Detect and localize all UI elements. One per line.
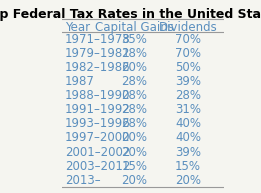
- Text: 20%: 20%: [122, 146, 147, 158]
- Text: 15%: 15%: [175, 160, 201, 173]
- Text: 1979–1981: 1979–1981: [65, 47, 131, 60]
- Text: 28%: 28%: [122, 89, 147, 102]
- Text: 1988–1990: 1988–1990: [65, 89, 130, 102]
- Text: 28%: 28%: [122, 75, 147, 88]
- Text: 1993–1996: 1993–1996: [65, 117, 131, 130]
- Text: 40%: 40%: [175, 131, 201, 144]
- Text: 50%: 50%: [175, 61, 201, 74]
- Text: Dividends: Dividends: [158, 21, 217, 34]
- Text: 20%: 20%: [122, 61, 147, 74]
- Text: 1971–1978: 1971–1978: [65, 33, 131, 46]
- Text: 1982–1986: 1982–1986: [65, 61, 130, 74]
- Text: 39%: 39%: [175, 75, 201, 88]
- Text: 31%: 31%: [175, 103, 201, 116]
- Text: 28%: 28%: [122, 117, 147, 130]
- Text: 70%: 70%: [175, 33, 201, 46]
- Text: 2003–2012: 2003–2012: [65, 160, 130, 173]
- Text: 20%: 20%: [122, 131, 147, 144]
- Text: 28%: 28%: [175, 89, 201, 102]
- Text: Capital Gains: Capital Gains: [95, 21, 174, 34]
- Text: 40%: 40%: [175, 117, 201, 130]
- Text: 2001–2002: 2001–2002: [65, 146, 130, 158]
- Text: 39%: 39%: [175, 146, 201, 158]
- Text: 28%: 28%: [122, 103, 147, 116]
- Text: Year: Year: [65, 21, 90, 34]
- Text: 2013–: 2013–: [65, 174, 101, 187]
- Text: 28%: 28%: [122, 47, 147, 60]
- Text: 1991–1992: 1991–1992: [65, 103, 131, 116]
- Text: 15%: 15%: [122, 160, 147, 173]
- Text: 35%: 35%: [122, 33, 147, 46]
- Text: 20%: 20%: [122, 174, 147, 187]
- Text: 20%: 20%: [175, 174, 201, 187]
- Text: 1997–2000: 1997–2000: [65, 131, 130, 144]
- Text: Top Federal Tax Rates in the United States: Top Federal Tax Rates in the United Stat…: [0, 8, 261, 21]
- Text: 1987: 1987: [65, 75, 95, 88]
- Text: 70%: 70%: [175, 47, 201, 60]
